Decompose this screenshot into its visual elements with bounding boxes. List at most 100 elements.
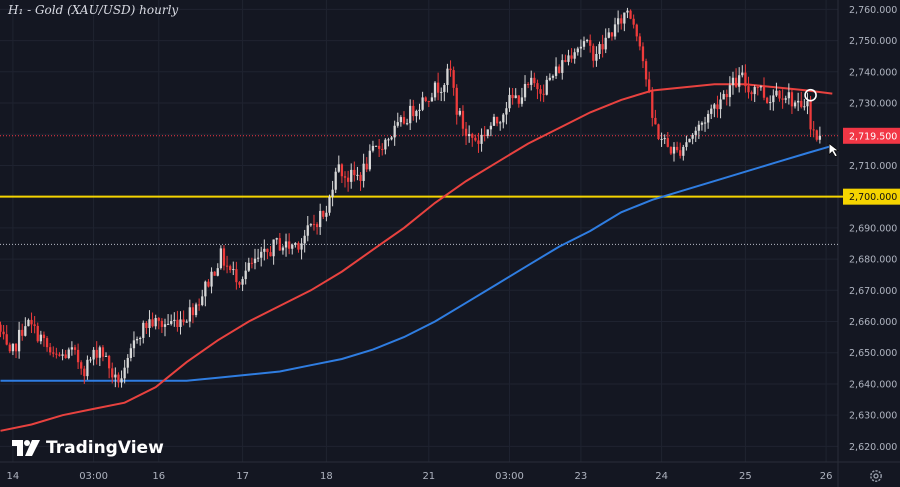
candle-body [95, 349, 98, 358]
candle-body [719, 99, 722, 110]
candle-body [89, 359, 92, 361]
candle-body [604, 37, 607, 50]
candle-body [396, 122, 399, 126]
candle-body [648, 79, 651, 92]
candle-body [275, 238, 278, 240]
candle-body [663, 138, 666, 140]
price-tick-label: 2,750.000 [849, 36, 897, 47]
candle-body [697, 124, 700, 131]
candle-body [55, 353, 58, 355]
candle-body [281, 247, 285, 251]
candle-body [409, 105, 412, 124]
candle-body [772, 95, 775, 103]
candle-body [343, 176, 347, 178]
candle-body [452, 70, 455, 88]
candle-body [120, 378, 123, 383]
candle-body [756, 87, 759, 89]
candle-body [145, 322, 148, 328]
candle-body [508, 94, 511, 109]
candle-body [30, 319, 33, 325]
candle-body [815, 130, 818, 140]
candle-body [49, 347, 52, 353]
time-tick-label: 18 [320, 471, 333, 482]
candle-body [173, 319, 176, 321]
candle-body [157, 318, 160, 321]
price-tick-label: 2,660.000 [849, 317, 897, 328]
time-tick-label: 26 [820, 471, 833, 482]
candle-body [368, 150, 371, 170]
chart-title: H₁ - Gold (XAU/USD) hourly [8, 3, 179, 17]
candle-body [148, 319, 151, 328]
candle-body [700, 122, 704, 125]
candle-body [424, 97, 427, 102]
candle-body [793, 102, 797, 107]
candle-body [2, 331, 5, 335]
price-tick-label: 2,640.000 [849, 379, 897, 390]
candle-body [694, 130, 697, 135]
candle-body [328, 196, 331, 213]
candle-body [244, 270, 247, 280]
candle-body [579, 46, 583, 49]
candle-body [585, 40, 589, 42]
candle-body [331, 189, 334, 197]
candle-body [573, 52, 576, 59]
candle-body [523, 84, 527, 98]
candle-body [567, 55, 570, 62]
candle-body [480, 134, 483, 144]
candle-body [797, 100, 800, 103]
candle-body [266, 248, 269, 253]
candle-body [139, 337, 142, 340]
candle-body [76, 349, 80, 363]
candle-body [291, 244, 294, 249]
candle-body [17, 329, 21, 352]
candle-body [421, 97, 424, 110]
candle-body [45, 338, 49, 348]
time-tick-label: 03:00 [495, 471, 524, 482]
candle-body [781, 98, 784, 100]
candle-body [468, 134, 471, 137]
candle-body [626, 10, 629, 13]
candle-body [778, 90, 781, 99]
tradingview-brand[interactable]: TradingView [12, 438, 164, 458]
candle-body [98, 347, 101, 358]
price-tick-label: 2,650.000 [849, 348, 897, 359]
candle-body [536, 83, 539, 90]
candle-body [629, 10, 632, 19]
current-price-badge [843, 127, 900, 144]
price-axis[interactable]: 2,620.000 2,630.000 2,640.000 2,650.000 2,66… [843, 5, 900, 453]
candle-body [570, 55, 573, 59]
candle-body [67, 349, 70, 359]
candle-body [461, 110, 465, 129]
candle-body [415, 110, 418, 117]
price-tick-label: 2,730.000 [849, 99, 897, 110]
candle-body [427, 101, 430, 103]
time-tick-label: 17 [236, 471, 249, 482]
candle-body [14, 343, 18, 352]
candle-body [309, 224, 313, 226]
candle-body [263, 248, 266, 252]
candle-body [666, 138, 669, 147]
price-tick-label: 2,620.000 [849, 442, 897, 453]
candlesticks [0, 7, 822, 388]
gear-icon[interactable] [869, 469, 883, 483]
candle-body [381, 148, 384, 150]
annotations [804, 88, 840, 157]
candle-body [42, 334, 46, 339]
candle-body [222, 248, 226, 266]
candle-body [39, 334, 42, 342]
candle-body [176, 319, 179, 327]
time-axis[interactable]: 14 03:00 16 17 18 21 03:00 23 24 25 26 [7, 471, 833, 482]
price-tick-label: 2,630.000 [849, 411, 897, 422]
time-tick-label: 16 [152, 471, 165, 482]
candle-body [520, 97, 524, 104]
candle-body [24, 326, 27, 336]
candle-body [284, 241, 288, 248]
candle-body [384, 139, 387, 150]
candle-body [104, 355, 108, 357]
candle-body [297, 243, 300, 250]
candle-body [0, 324, 2, 332]
candle-body [312, 224, 316, 226]
time-tick-label: 21 [422, 471, 435, 482]
price-tick-label: 2,740.000 [849, 67, 897, 78]
